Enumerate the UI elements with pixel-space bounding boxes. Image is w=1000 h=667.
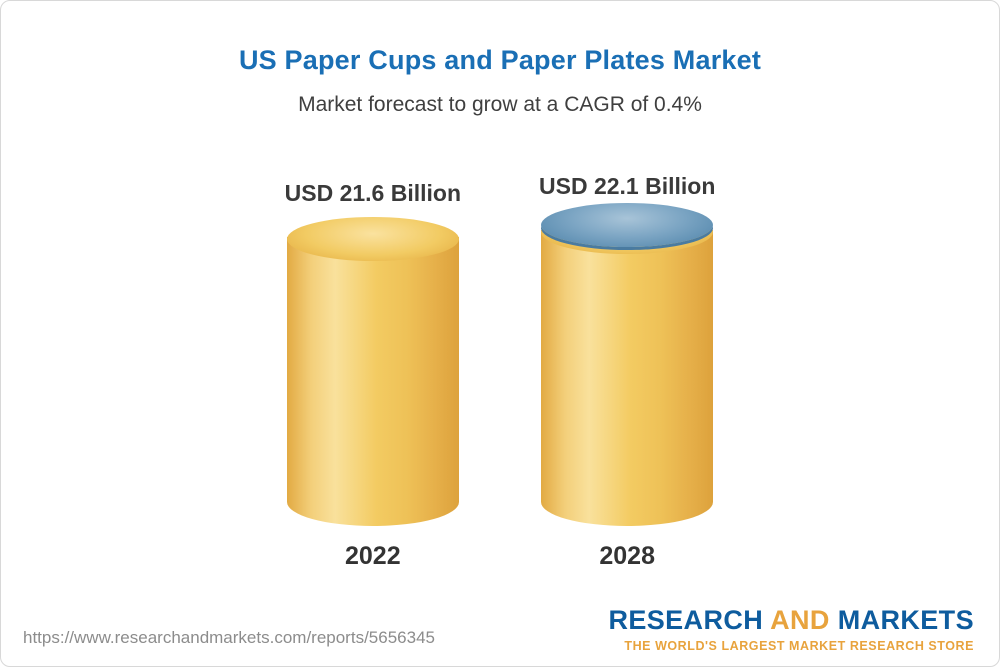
footer-url: https://www.researchandmarkets.com/repor… [23,628,435,647]
logo-wordmark: RESEARCH AND MARKETS [608,605,974,636]
cylinder-top-gold [286,217,459,261]
bar-group-2028: USD 22.1 Billion 2028 [539,173,715,571]
cylinder-body [286,237,459,526]
research-and-markets-logo: RESEARCH AND MARKETS THE WORLD'S LARGEST… [608,605,974,653]
chart-area: USD 21.6 Billion 2022 USD 22.1 Billion 2… [1,151,999,571]
logo-word-markets: MARKETS [837,605,974,635]
chart-subtitle: Market forecast to grow at a CAGR of 0.4… [298,93,702,116]
chart-title: US Paper Cups and Paper Plates Market [238,45,762,75]
cylinder-2022 [286,217,459,526]
bar-group-2022: USD 21.6 Billion 2022 [285,180,461,571]
logo-tagline: THE WORLD'S LARGEST MARKET RESEARCH STOR… [624,639,974,653]
cylinder-top-blue [541,203,714,247]
value-label-2022: USD 21.6 Billion [284,180,461,206]
value-label-2028: USD 22.1 Billion [539,173,716,199]
cylinder-body [541,230,714,526]
cylinder-2028 [541,203,714,526]
logo-word-and: AND [770,605,830,635]
logo-word-research: RESEARCH [608,605,764,635]
year-label-2028: 2028 [599,542,655,570]
year-label-2022: 2022 [345,542,401,570]
